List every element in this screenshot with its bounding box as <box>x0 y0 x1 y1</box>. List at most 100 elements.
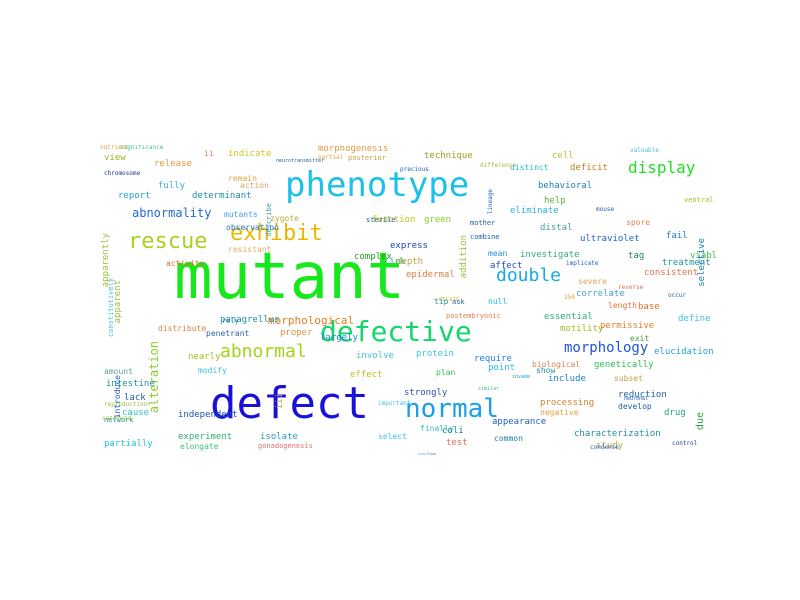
cloud-word: help <box>544 196 566 206</box>
cloud-word: significance <box>120 145 164 151</box>
cloud-word: affect <box>490 261 523 271</box>
cloud-word: occur <box>668 292 687 299</box>
cloud-word: morphogenesis <box>318 145 389 154</box>
cloud-word: proper <box>280 328 313 338</box>
cloud-word: null <box>488 297 508 306</box>
cloud-word: drug <box>664 408 686 418</box>
cloud-word: mouse <box>596 206 615 213</box>
cloud-word: iii <box>275 393 285 410</box>
cloud-word: epidermal <box>406 270 455 280</box>
cloud-word: biological <box>532 360 581 369</box>
cloud-word: finally <box>420 424 454 433</box>
cloud-word: lack <box>124 393 146 403</box>
cloud-word: base <box>638 302 660 312</box>
cloud-word: activity <box>166 259 205 268</box>
cloud-word: subset <box>614 374 643 383</box>
cloud-word: nearly <box>188 352 221 362</box>
cloud-word: eliminate <box>510 206 559 216</box>
cloud-word: fail <box>666 231 688 241</box>
cloud-word: link <box>384 257 406 267</box>
cloud-word: network <box>104 416 134 424</box>
cloud-word: ultraviolet <box>580 234 640 244</box>
cloud-word: spore <box>626 218 651 227</box>
cloud-word: chromosome <box>104 170 141 177</box>
cloud-word: neurotransmitter <box>276 158 325 164</box>
cloud-word: reduction <box>618 390 667 400</box>
cloud-word: effect <box>350 370 383 380</box>
cloud-word: strain <box>438 296 460 303</box>
cloud-word: mean <box>488 249 508 258</box>
cloud-word: elucidation <box>654 347 714 357</box>
cloud-word: posterior <box>348 154 386 162</box>
cloud-word: mutants <box>224 210 258 219</box>
cloud-word: determinant <box>192 191 252 201</box>
cloud-word: morphology <box>564 340 649 356</box>
cloud-word: develop <box>618 402 652 411</box>
cloud-word: action <box>240 181 269 190</box>
cloud-word: plan <box>436 368 456 377</box>
cloud-word: study <box>596 441 624 451</box>
cloud-word: panagrellus <box>220 315 280 325</box>
cloud-word: remain <box>228 174 257 183</box>
cloud-word: report <box>118 191 151 201</box>
cloud-word: rescue <box>128 229 208 254</box>
cloud-word: view <box>104 153 126 163</box>
cloud-word: alteration <box>147 341 161 414</box>
cloud-word: technique <box>424 151 473 161</box>
cloud-word: treatment <box>662 258 711 268</box>
cloud-word: point <box>488 363 516 373</box>
cloud-word: selective <box>697 238 707 287</box>
cloud-word: isolate <box>260 432 298 442</box>
cloud-word: viable <box>690 251 716 261</box>
cloud-word: exhibit <box>230 221 323 246</box>
cloud-word: distinct <box>510 163 549 172</box>
cloud-word: display <box>628 158 696 177</box>
cloud-word: morphological <box>268 314 355 327</box>
cloud-word: largely <box>320 333 358 343</box>
cloud-word: mutant <box>174 240 406 314</box>
cloud-word: elongate <box>180 442 219 451</box>
cloud-word: gonadogenesis <box>258 442 313 450</box>
cloud-word: amount <box>104 367 133 376</box>
cloud-word: due <box>695 412 706 431</box>
cloud-word: genetically <box>594 360 654 370</box>
cloud-word: ventral <box>684 196 714 204</box>
cloud-word: resistant <box>228 245 272 254</box>
cloud-word: partially <box>104 439 153 449</box>
cloud-word: condense <box>590 444 619 451</box>
cloud-word: behavioral <box>538 181 593 191</box>
cloud-word: cause <box>122 408 150 418</box>
cloud-word: show <box>536 366 556 375</box>
cloud-word: zygote <box>270 214 299 223</box>
cloud-word: experiment <box>178 432 233 442</box>
cloud-word: consistent <box>644 268 699 278</box>
cloud-word: 250 <box>564 294 575 301</box>
cloud-word: require <box>474 354 512 364</box>
cloud-word: tag <box>628 251 645 261</box>
cloud-word: normal <box>405 394 499 424</box>
cloud-word: ask <box>452 298 465 306</box>
cloud-word: investigate <box>520 250 580 260</box>
word-cloud: mutant defect phenotype defective normal exhi… <box>100 145 716 455</box>
cloud-word: processing <box>540 398 595 408</box>
cloud-word: length <box>608 301 637 310</box>
cloud-word: postembryonic <box>446 312 501 320</box>
cloud-word: nutrient <box>100 145 129 151</box>
cloud-word: reverse <box>618 284 644 291</box>
cloud-word: apparent <box>113 280 123 324</box>
cloud-word: motility <box>560 324 604 334</box>
cloud-word: protein <box>416 349 454 359</box>
cloud-word: control <box>672 440 698 447</box>
cloud-word: distal <box>540 223 573 233</box>
cloud-word: severe <box>578 277 607 286</box>
cloud-word: modify <box>198 366 227 375</box>
cloud-word: release <box>154 159 192 169</box>
cloud-word: abnormality <box>132 206 212 220</box>
cloud-word: reproduction <box>104 401 148 408</box>
cloud-word: strongly <box>404 388 448 398</box>
cloud-word: permissive <box>600 321 655 331</box>
cloud-word: function <box>372 215 416 225</box>
cloud-word: addition <box>459 235 469 279</box>
cloud-word: deficit <box>570 163 608 173</box>
cloud-word: double <box>496 265 562 286</box>
